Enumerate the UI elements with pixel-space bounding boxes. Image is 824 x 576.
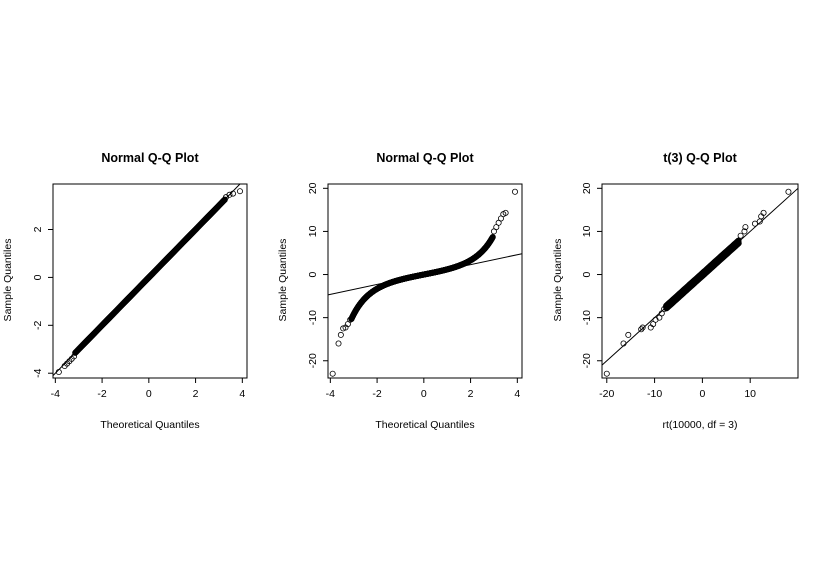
data-point [625, 331, 632, 338]
x-tick-label: -2 [372, 388, 381, 400]
y-tick-label: 10 [581, 225, 593, 237]
y-axis-label: Sample Quantiles [277, 239, 289, 322]
x-axis-label: Theoretical Quantiles [375, 419, 474, 431]
data-point [785, 188, 792, 195]
points [329, 188, 518, 377]
x-tick-label: -10 [647, 388, 662, 400]
panel-normal-qq-1: Normal Q-Q Plot Theoretical Quantiles Sa… [2, 151, 248, 431]
x-tick-label: 0 [699, 388, 705, 400]
data-point [737, 232, 744, 239]
y-tick-label: 0 [581, 271, 593, 277]
chart-title: Normal Q-Q Plot [376, 151, 474, 165]
reference-line-segment [601, 187, 799, 366]
y-tick-label: -10 [581, 310, 593, 325]
y-axis-label: Sample Quantiles [552, 239, 564, 322]
reference-line [327, 253, 523, 296]
y-axis: -4 -2 0 2 [32, 226, 53, 378]
x-axis: -4 -2 0 2 4 [326, 378, 520, 400]
data-point [661, 306, 668, 313]
x-tick-label: 2 [193, 388, 199, 400]
points [55, 188, 243, 376]
y-axis: -20 -10 0 10 20 [307, 182, 328, 368]
x-tick-label: 0 [146, 388, 152, 400]
x-tick-label: 4 [239, 388, 245, 400]
x-tick-label: -20 [599, 388, 614, 400]
data-point [329, 370, 336, 377]
reference-line-segment [52, 183, 241, 376]
x-tick-label: 0 [421, 388, 427, 400]
y-axis: -20 -10 0 10 20 [581, 182, 602, 368]
reference-line [601, 187, 799, 366]
reference-line-segment [327, 253, 523, 296]
data-point [502, 209, 509, 216]
data-point [638, 326, 645, 333]
y-tick-label: -10 [307, 310, 319, 325]
y-tick-label: 2 [32, 226, 44, 232]
y-tick-label: 0 [32, 274, 44, 280]
y-tick-label: -2 [32, 320, 44, 329]
data-point [236, 188, 243, 195]
y-tick-label: -20 [307, 353, 319, 368]
chart-title: t(3) Q-Q Plot [663, 151, 737, 165]
x-axis: -4 -2 0 2 4 [51, 378, 245, 400]
x-axis-label: Theoretical Quantiles [100, 419, 199, 431]
data-point [489, 233, 496, 240]
y-axis-label: Sample Quantiles [2, 239, 14, 322]
x-tick-label: -4 [51, 388, 60, 400]
data-point [639, 324, 646, 331]
y-tick-label: 20 [307, 182, 319, 194]
y-tick-label: 10 [307, 225, 319, 237]
data-point [741, 228, 748, 235]
x-tick-label: -2 [97, 388, 106, 400]
x-axis: -20 -10 0 10 [599, 378, 756, 400]
data-point [347, 316, 354, 323]
panel-normal-qq-2: Normal Q-Q Plot Theoretical Quantiles Sa… [277, 151, 523, 431]
data-point [742, 224, 749, 231]
x-tick-label: -4 [326, 388, 335, 400]
data-point [335, 340, 342, 347]
plot-frame [327, 183, 523, 379]
plot-frame [52, 183, 248, 379]
data-point [735, 240, 742, 247]
plot-frame [601, 183, 799, 379]
x-tick-label: 4 [514, 388, 520, 400]
data-point [337, 331, 344, 338]
chart-title: Normal Q-Q Plot [101, 151, 199, 165]
reference-line [52, 183, 241, 376]
data-point [760, 209, 767, 216]
y-tick-label: 0 [307, 271, 319, 277]
y-tick-label: -20 [581, 353, 593, 368]
x-axis-label: rt(10000, df = 3) [662, 419, 737, 431]
data-point [603, 370, 610, 377]
y-tick-label: -4 [32, 368, 44, 377]
x-tick-label: 10 [744, 388, 756, 400]
data-point [226, 191, 233, 198]
data-point [751, 220, 758, 227]
data-point [511, 188, 518, 195]
panel-t3-qq: t(3) Q-Q Plot rt(10000, df = 3) Sample Q… [552, 151, 799, 431]
y-tick-label: 20 [581, 182, 593, 194]
x-tick-label: 2 [468, 388, 474, 400]
points [603, 188, 792, 377]
